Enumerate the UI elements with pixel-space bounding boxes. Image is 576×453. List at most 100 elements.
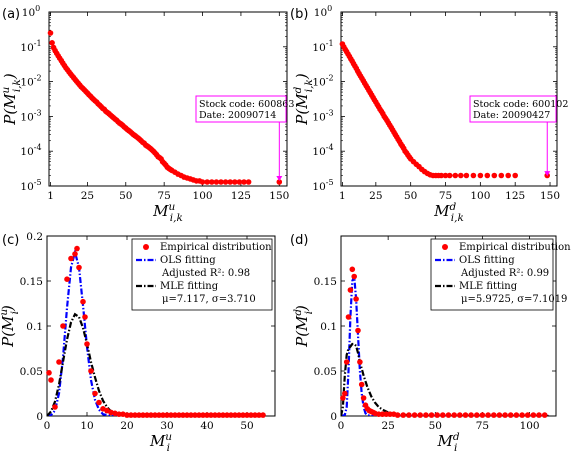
panel-label: (a) <box>2 7 20 22</box>
legend-entry: Empirical distribution <box>459 242 571 253</box>
data-point <box>218 179 224 185</box>
data-point <box>428 412 435 418</box>
data-point <box>519 412 525 418</box>
x-axis-label: Mu i <box>149 431 172 453</box>
data-point <box>116 411 122 418</box>
data-point <box>479 412 486 418</box>
data-point <box>451 412 458 418</box>
data-point <box>360 395 367 401</box>
data-point <box>358 381 365 388</box>
data-point <box>222 179 229 185</box>
x-tick-label: 75 <box>476 420 489 432</box>
data-point <box>340 395 346 401</box>
data-point <box>505 172 512 179</box>
x-axis-label: Md i <box>436 431 459 453</box>
y-tick-label: 10-4 <box>20 143 41 158</box>
panel-b: 1 25 50 75 100 125 15010-510-410-310-210-1100(… <box>290 4 568 224</box>
y-tick-label: 10-4 <box>312 143 333 158</box>
panel-label: (d) <box>290 233 308 248</box>
data-point <box>417 412 424 418</box>
data-point <box>48 377 54 383</box>
data-point <box>60 323 66 329</box>
data-point <box>209 179 215 185</box>
data-point <box>148 412 154 418</box>
data-point <box>458 172 464 179</box>
data-point <box>136 412 142 418</box>
x-tick-label: 20 <box>120 420 133 432</box>
data-point <box>64 276 70 283</box>
x-tick-label: 1 <box>47 190 54 202</box>
data-point <box>438 172 445 179</box>
data-point <box>462 412 469 418</box>
x-tick-label: 40 <box>200 420 213 432</box>
y-axis-label: P(Mui,k) <box>0 73 23 126</box>
data-point <box>240 412 246 418</box>
x-tick-label: 50 <box>404 190 417 202</box>
data-point <box>204 412 210 418</box>
y-tick-label: 0.1 <box>320 321 337 333</box>
data-point <box>351 273 358 280</box>
data-point <box>485 412 491 418</box>
data-point <box>349 266 356 273</box>
y-tick-label: 100 <box>22 4 40 19</box>
y-axis-label: P(Mui) <box>0 305 21 348</box>
data-point <box>434 412 441 418</box>
data-point <box>502 412 508 418</box>
data-point <box>345 314 352 320</box>
data-point <box>241 179 247 185</box>
data-point <box>47 30 54 36</box>
x-tick-label: 150 <box>269 190 289 202</box>
data-point <box>227 179 233 185</box>
legend-entry: μ=5.9725, σ=7.1019 <box>461 294 567 305</box>
data-point <box>156 412 162 418</box>
data-point <box>248 412 254 418</box>
x-tick-label: 100 <box>193 190 213 202</box>
annotation-box <box>469 95 557 123</box>
legend-entry: μ=7.117, σ=3.710 <box>162 294 256 305</box>
data-point <box>347 287 354 293</box>
y-tick-label: 0.1 <box>26 321 43 333</box>
y-tick-label: 10-2 <box>312 74 333 89</box>
y-axis-label: P(Mdi,k) <box>292 73 315 126</box>
legend-box <box>131 238 273 311</box>
y-tick-label: 10-1 <box>312 39 333 54</box>
y-tick-label: 0 <box>330 411 337 423</box>
data-point <box>442 172 449 179</box>
data-point <box>184 412 190 418</box>
legend-entry: Adjusted R²: 0.98 <box>161 268 250 279</box>
panel-label: (c) <box>2 233 19 248</box>
data-point <box>524 412 531 418</box>
data-point <box>406 412 412 418</box>
annotation-line: Date: 20090714 <box>199 110 276 121</box>
data-point <box>496 412 503 418</box>
data-point <box>256 412 262 418</box>
data-point <box>199 179 206 185</box>
data-point <box>220 412 226 418</box>
y-tick-label: 10-5 <box>20 178 41 193</box>
data-point <box>536 412 542 418</box>
annotation-line: Stock code: 600863 <box>199 99 294 110</box>
data-point <box>445 412 452 418</box>
data-point <box>168 412 174 418</box>
data-point <box>400 412 407 418</box>
panel-a: 1 25 50 75 100 125 15010-510-410-310-210-1100(… <box>0 4 294 224</box>
legend-marker-dot <box>442 244 448 250</box>
data-point <box>512 172 518 179</box>
data-point <box>491 172 498 179</box>
data-point <box>208 412 214 418</box>
legend-box <box>430 238 554 311</box>
x-axis-label: Md i,k <box>433 201 464 224</box>
data-point <box>232 179 238 185</box>
data-point <box>513 412 520 418</box>
x-tick-label: 100 <box>470 190 490 202</box>
data-point <box>245 179 252 185</box>
data-point <box>200 412 206 418</box>
data-point <box>140 412 146 418</box>
data-point <box>216 412 222 418</box>
series-ols-line <box>47 247 263 416</box>
data-point <box>188 412 194 418</box>
data-point <box>132 412 138 418</box>
data-point <box>357 359 363 365</box>
y-axis-label: P(Mdi) <box>292 305 315 348</box>
